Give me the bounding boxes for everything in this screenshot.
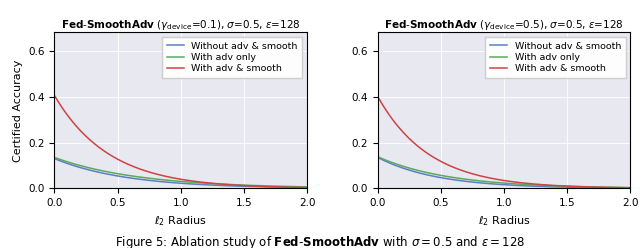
Legend: Without adv & smooth, With adv only, With adv & smooth: Without adv & smooth, With adv only, Wit…: [162, 37, 302, 78]
With adv only: [133, 175, 141, 178]
With adv only: [533, 184, 541, 186]
Line: With adv & smooth: With adv & smooth: [378, 96, 630, 188]
Without adv & smooth: [557, 186, 565, 188]
With adv & smooth: [533, 183, 541, 186]
With adv & smooth: [556, 184, 564, 187]
Text: Figure 5: Ablation study of $\bf{Fed\text{-}SmoothAdv}$ with $\sigma = 0.5$ and : Figure 5: Ablation study of $\bf{Fed\tex…: [115, 234, 525, 248]
With adv & smooth: [374, 95, 381, 98]
Without adv & smooth: [209, 184, 217, 187]
With adv & smooth: [133, 166, 141, 169]
Without adv & smooth: [474, 181, 482, 184]
With adv only: [404, 166, 412, 169]
X-axis label: $\ell_2$ Radius: $\ell_2$ Radius: [154, 214, 207, 228]
With adv only: [234, 183, 242, 186]
With adv only: [456, 177, 464, 180]
With adv only: [627, 186, 634, 189]
Line: With adv only: With adv only: [378, 157, 630, 187]
With adv only: [51, 156, 58, 159]
With adv & smooth: [233, 184, 241, 187]
Without adv & smooth: [303, 186, 311, 189]
With adv only: [81, 165, 88, 168]
Without adv & smooth: [81, 167, 88, 170]
Without adv & smooth: [234, 185, 242, 187]
With adv only: [557, 185, 565, 187]
With adv only: [374, 155, 381, 158]
Without adv & smooth: [374, 156, 381, 159]
Without adv & smooth: [456, 179, 464, 182]
With adv & smooth: [303, 186, 311, 189]
With adv & smooth: [557, 184, 565, 187]
Y-axis label: Certified Accuracy: Certified Accuracy: [13, 59, 22, 161]
With adv & smooth: [51, 94, 58, 97]
With adv only: [150, 177, 158, 180]
With adv & smooth: [456, 168, 464, 171]
Without adv & smooth: [150, 180, 158, 183]
With adv only: [556, 185, 564, 187]
Title: $\bf{Fed\text{-}SmoothAdv}$ ($\gamma_{\mathrm{device}}$=0.1), $\sigma$=0.5, $\va: $\bf{Fed\text{-}SmoothAdv}$ ($\gamma_{\m…: [61, 18, 301, 32]
Line: Without adv & smooth: Without adv & smooth: [378, 157, 630, 188]
Line: With adv & smooth: With adv & smooth: [54, 95, 307, 187]
With adv only: [474, 179, 482, 182]
With adv & smooth: [150, 172, 158, 175]
Without adv & smooth: [627, 186, 634, 189]
Without adv & smooth: [556, 186, 564, 188]
Without adv & smooth: [51, 157, 58, 160]
Without adv & smooth: [233, 185, 241, 187]
Without adv & smooth: [533, 185, 541, 188]
With adv only: [209, 182, 217, 185]
Line: With adv only: With adv only: [54, 157, 307, 187]
With adv & smooth: [404, 136, 412, 139]
X-axis label: $\ell_2$ Radius: $\ell_2$ Radius: [478, 214, 531, 228]
Without adv & smooth: [133, 177, 141, 180]
With adv only: [303, 186, 311, 188]
With adv & smooth: [474, 174, 482, 177]
Title: $\bf{Fed\text{-}SmoothAdv}$ ($\gamma_{\mathrm{device}}$=0.5), $\sigma$=0.5, $\va: $\bf{Fed\text{-}SmoothAdv}$ ($\gamma_{\m…: [384, 18, 624, 32]
With adv only: [233, 183, 241, 186]
Legend: Without adv & smooth, With adv only, With adv & smooth: Without adv & smooth, With adv only, Wit…: [485, 37, 626, 78]
With adv & smooth: [209, 182, 217, 185]
With adv & smooth: [627, 186, 634, 189]
Without adv & smooth: [404, 168, 412, 171]
With adv & smooth: [234, 184, 242, 187]
With adv & smooth: [81, 134, 88, 137]
Line: Without adv & smooth: Without adv & smooth: [54, 159, 307, 187]
